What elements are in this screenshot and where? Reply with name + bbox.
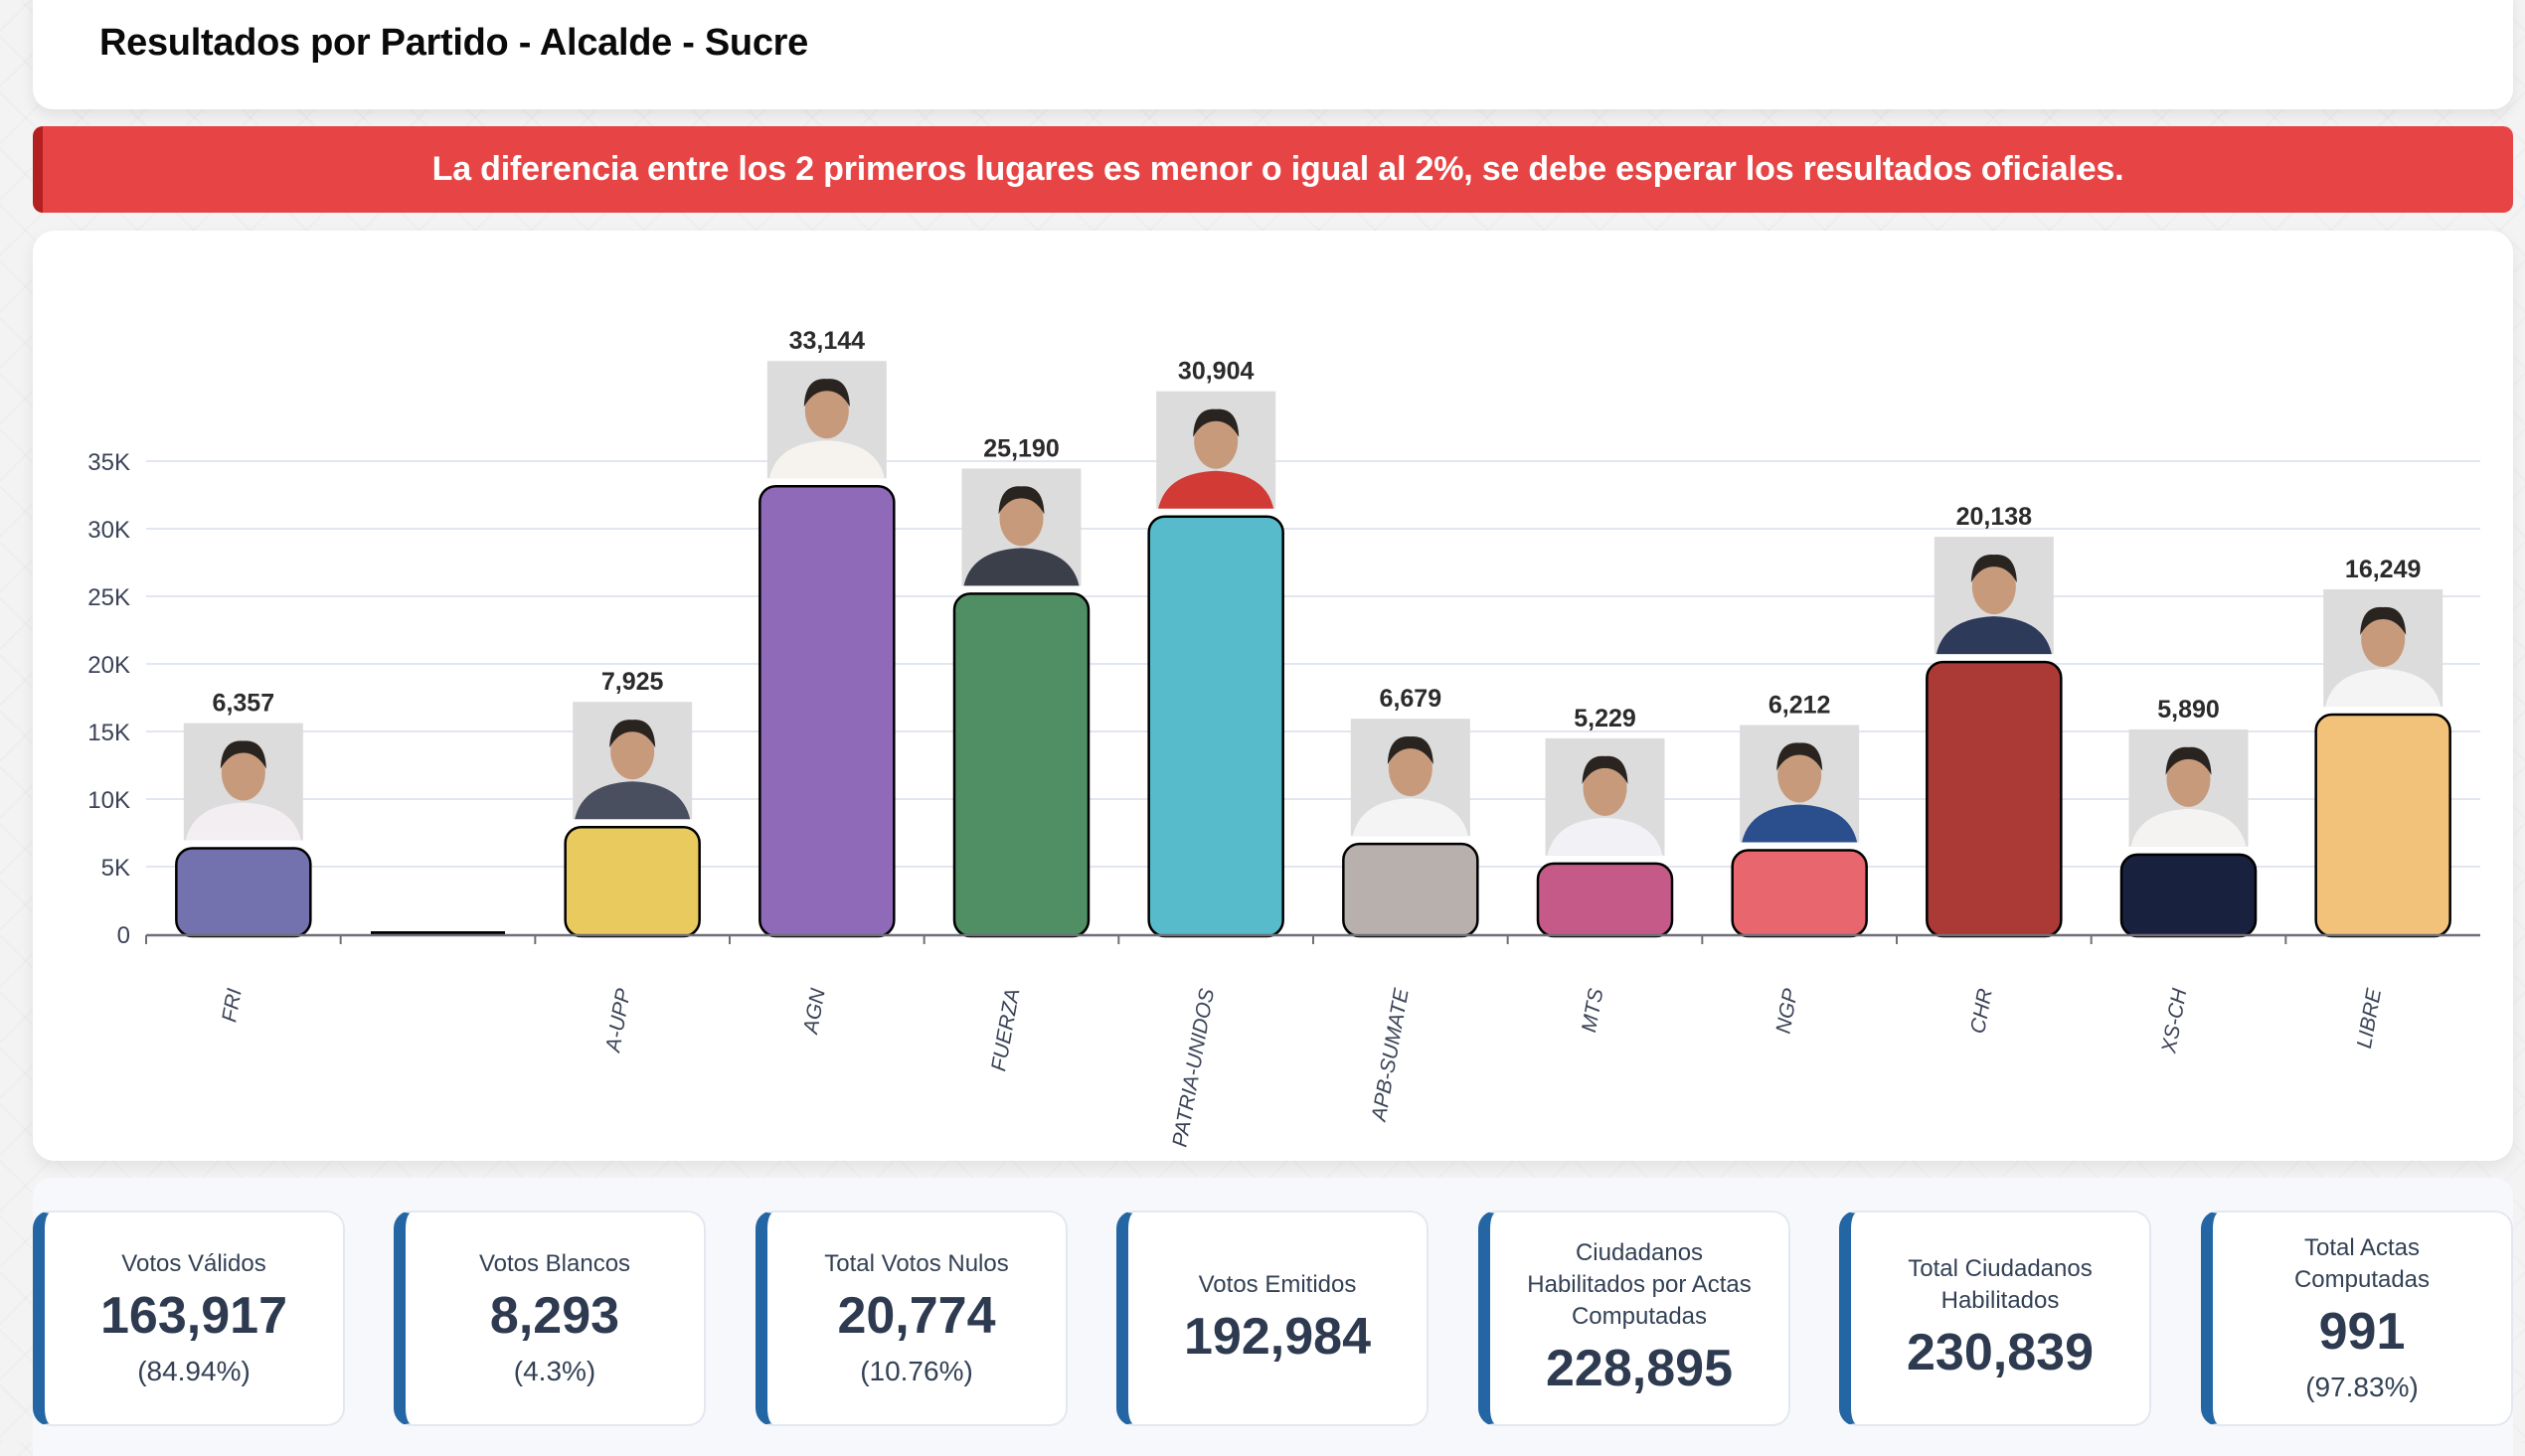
stat-label: Votos Válidos [121,1249,266,1277]
bar-empty[interactable] [371,931,505,934]
alert-banner: La diferencia entre los 2 primeros lugar… [33,126,2513,213]
stat-percentage: (4.3%) [513,1355,596,1386]
stat-value: 163,917 [100,1286,287,1345]
stat-card-votos-nulos: Total Votos Nulos 20,774 (10.76%) [756,1211,1068,1426]
stat-percentage: (10.76%) [860,1355,973,1386]
bar-libre[interactable] [2314,713,2451,938]
header-card: Resultados por Partido - Alcalde - Sucre [33,0,2513,109]
page-title: Resultados por Partido - Alcalde - Sucre [99,22,808,64]
stat-percentage: (84.94%) [137,1355,251,1386]
stat-value: 8,293 [489,1286,620,1345]
bar-mts[interactable] [1536,862,1674,938]
bar-agn[interactable] [758,484,896,938]
stat-card-votos-validos: Votos Válidos 163,917 (84.94%) [33,1211,345,1426]
bar-chr[interactable] [1926,660,2063,938]
stat-card-total-actas-computadas: Total Actas Computadas 991 (97.83%) [2201,1211,2513,1426]
stat-label: Ciudadanos Habilitados por Actas Computa… [1527,1238,1752,1330]
stat-label: Votos Emitidos [1198,1270,1357,1298]
stat-value: 230,839 [1907,1323,2094,1381]
stat-label: Votos Blancos [478,1249,631,1277]
stat-value: 228,895 [1546,1339,1733,1397]
bar-xs-ch[interactable] [2119,853,2258,938]
bar-ngp[interactable] [1731,849,1868,938]
stat-label: Total Ciudadanos Habilitados [1908,1254,2093,1314]
stat-card-total-ciudadanos-habilitados: Total Ciudadanos Habilitados 230,839 [1839,1211,2151,1426]
stat-value: 192,984 [1184,1307,1371,1366]
stat-card-ciudadanos-habilitados-actas: Ciudadanos Habilitados por Actas Computa… [1478,1211,1790,1426]
bar-patria-unidos[interactable] [1147,515,1284,938]
stat-value: 20,774 [837,1286,996,1345]
stat-value: 991 [2318,1302,2406,1361]
stat-card-votos-emitidos: Votos Emitidos 192,984 [1116,1211,1429,1426]
bar-apb-sumate[interactable] [1342,842,1479,938]
stat-percentage: (97.83%) [2305,1371,2419,1402]
stat-card-votos-blancos: Votos Blancos 8,293 (4.3%) [394,1211,706,1426]
bar-fri[interactable] [175,847,312,938]
alert-message: La diferencia entre los 2 primeros lugar… [431,150,2124,188]
stat-label: Total Actas Computadas [2293,1233,2431,1293]
stat-label: Total Votos Nulos [824,1249,1009,1277]
bar-a-upp[interactable] [564,825,701,938]
bar-fuerza[interactable] [952,592,1091,938]
